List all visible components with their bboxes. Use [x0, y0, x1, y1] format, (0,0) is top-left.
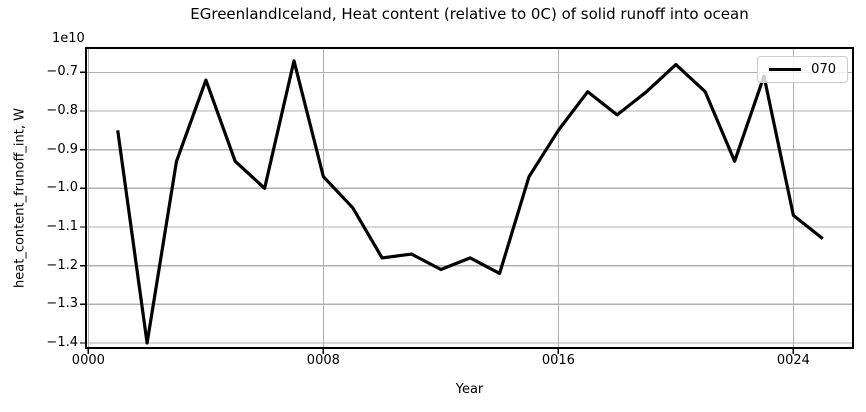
- x-axis-label: Year: [455, 382, 484, 397]
- legend-line-icon: [769, 67, 802, 72]
- x-tick-label: 0016: [541, 353, 575, 368]
- legend: 070: [757, 56, 848, 83]
- x-tick-label: 0000: [71, 353, 105, 368]
- x-tick-label: 0024: [776, 353, 810, 368]
- y-tick-label: −1.1: [46, 218, 78, 234]
- axes-spines: [85, 47, 854, 349]
- y-tick-label: −1.2: [46, 257, 78, 273]
- y-tick-label: −1.3: [46, 296, 78, 312]
- y-tick-label: −1.0: [46, 180, 78, 196]
- legend-entry-label: 070: [811, 62, 836, 77]
- chart-title: EGreenlandIceland, Heat content (relativ…: [190, 5, 749, 23]
- series-line-070: [116, 59, 824, 345]
- y-tick-label: −0.9: [46, 141, 78, 157]
- y-tick-label: −0.7: [46, 64, 78, 80]
- y-axis-label: heat_content_frunoff_int, W: [12, 108, 28, 288]
- x-tick-label: 0008: [306, 353, 340, 368]
- y-axis-offset-text: 1e10: [52, 31, 85, 46]
- y-tick-label: −0.8: [46, 103, 78, 118]
- y-tick-label: −1.4: [46, 334, 78, 350]
